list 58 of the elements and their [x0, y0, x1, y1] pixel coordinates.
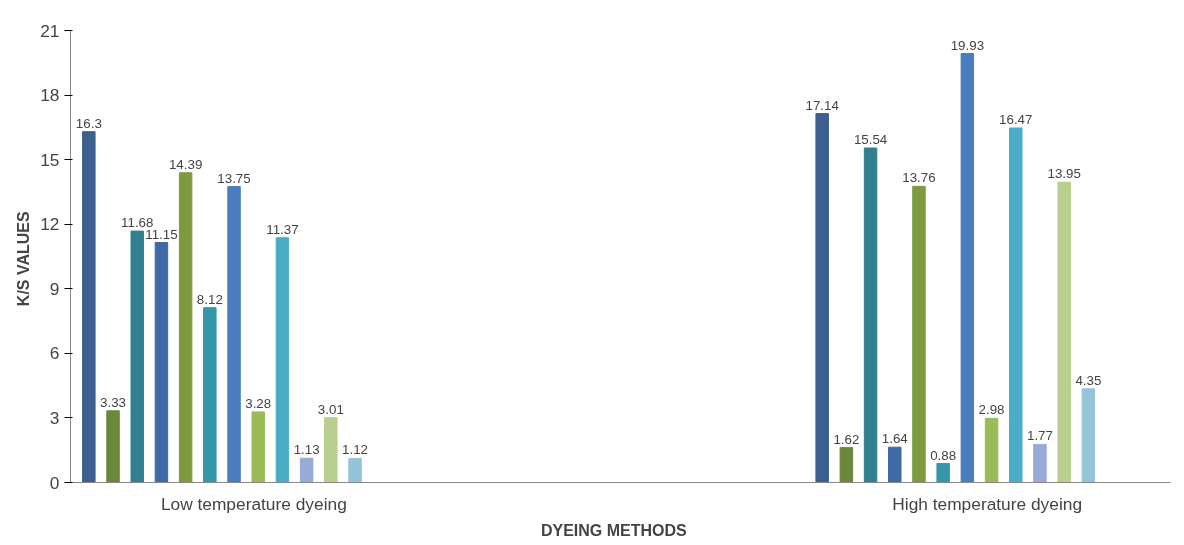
- data-label: 1.13: [293, 442, 320, 458]
- bar: [227, 186, 241, 483]
- data-label: 3.28: [245, 395, 272, 411]
- data-label: 17.14: [805, 97, 840, 113]
- data-label: 3.33: [100, 394, 127, 410]
- y-tick-label: 6: [49, 343, 60, 364]
- bar: [1081, 388, 1096, 483]
- bar: [1033, 443, 1047, 483]
- y-tick-label: 15: [40, 149, 60, 170]
- data-label: 3.01: [317, 401, 344, 417]
- x-tick-label: Low temperature dyeing: [160, 493, 347, 514]
- data-label: 1.64: [881, 431, 909, 447]
- bar: [106, 410, 120, 483]
- data-label: 13.95: [1047, 166, 1081, 182]
- y-tick-label: 0: [49, 472, 60, 493]
- bar: [936, 463, 950, 483]
- y-tick-label: 3: [49, 407, 60, 428]
- bar: [275, 237, 290, 483]
- bar: [960, 53, 975, 483]
- bar: [324, 417, 338, 483]
- bar: [154, 242, 169, 483]
- y-axis-title: K/S VALUES: [15, 210, 33, 307]
- data-label: 19.93: [950, 37, 985, 53]
- data-label: 13.76: [902, 170, 936, 186]
- bar: [888, 446, 902, 483]
- data-label: 4.35: [1075, 372, 1102, 388]
- bar: [863, 147, 878, 483]
- y-tick-label: 18: [40, 85, 60, 106]
- bar: [299, 457, 314, 483]
- x-tick-label: High temperature dyeing: [892, 493, 1083, 514]
- bar: [984, 417, 999, 483]
- bar: [82, 131, 96, 483]
- data-label: 14.39: [168, 156, 203, 172]
- data-label: 8.12: [196, 291, 223, 307]
- data-label: 16.3: [75, 115, 102, 131]
- y-tick-label: 12: [40, 214, 60, 235]
- bar: [178, 172, 193, 483]
- bar: [203, 307, 217, 483]
- bar: [839, 447, 854, 483]
- data-label: 2.98: [978, 402, 1005, 418]
- bar: [912, 185, 926, 483]
- bar: [130, 230, 144, 483]
- data-label: 13.75: [217, 170, 251, 186]
- bar: [1057, 181, 1071, 483]
- data-label: 16.47: [999, 112, 1033, 127]
- bar: [348, 457, 362, 483]
- data-label: 1.12: [342, 442, 369, 458]
- x-axis-title: DYEING METHODS: [540, 521, 688, 539]
- data-label: 1.62: [833, 431, 860, 447]
- data-label: 0.88: [930, 447, 957, 463]
- y-tick-label: 9: [49, 278, 60, 299]
- y-tick-label: 21: [40, 20, 60, 41]
- bar: [1009, 127, 1023, 483]
- data-label: 15.54: [853, 132, 888, 148]
- data-label: 11.37: [266, 221, 299, 237]
- bar: [815, 113, 829, 483]
- data-label: 1.77: [1027, 428, 1053, 444]
- bar: [251, 411, 265, 483]
